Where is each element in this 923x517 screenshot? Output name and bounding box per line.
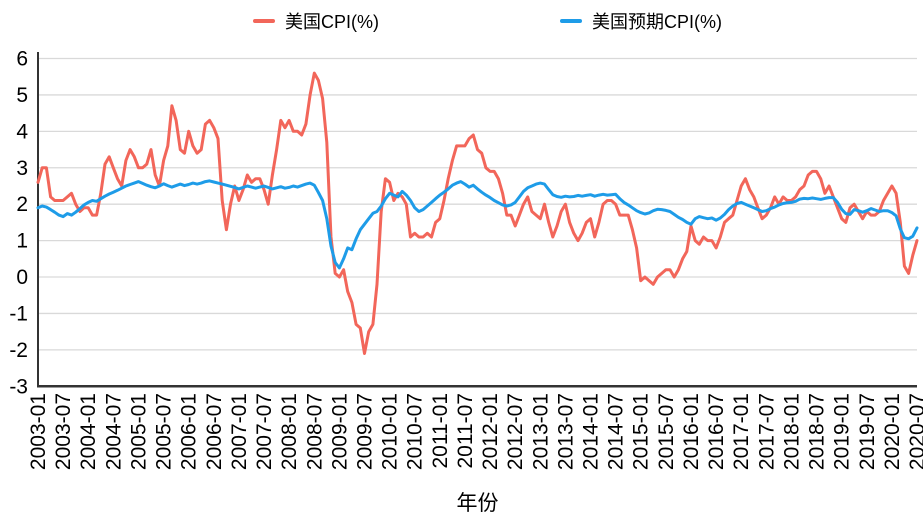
x-tick-label: 2011-01 [429, 393, 452, 469]
x-tick-label: 2004-01 [77, 393, 100, 470]
us-expected-cpi-legend-line-icon [560, 19, 582, 23]
x-tick-label: 2005-01 [127, 393, 150, 470]
x-tick-label: 2016-01 [680, 393, 703, 470]
x-tick-label: 2007-07 [253, 393, 276, 470]
y-tick-label: 5 [16, 84, 28, 107]
y-tick-label: 1 [16, 230, 28, 253]
x-tick-label: 2004-07 [102, 393, 125, 470]
y-tick-label: 0 [16, 266, 28, 289]
series-line-us-expected-cpi [36, 179, 919, 270]
x-tick-label: 2009-07 [353, 393, 376, 470]
legend-item-us-expected-cpi: 美国预期CPI(%) [560, 8, 722, 34]
y-tick-label: -3 [9, 375, 28, 398]
x-tick-label: 2019-01 [831, 393, 854, 470]
x-tick-label: 2012-07 [504, 393, 527, 470]
x-tick-label: 2010-01 [379, 393, 402, 470]
y-tick-label: 2 [16, 193, 28, 216]
x-tick-label: 2017-01 [730, 393, 753, 470]
us-cpi-legend-label: 美国CPI(%) [285, 12, 379, 32]
y-tick-label: 4 [16, 120, 28, 143]
x-tick-label: 2006-07 [203, 393, 226, 470]
us-cpi-legend-line-icon [253, 19, 275, 23]
x-tick-label: 2019-07 [856, 393, 879, 470]
x-tick-label: 2012-01 [479, 393, 502, 470]
x-tick-label: 2020-01 [881, 393, 904, 470]
x-tick-label: 2018-07 [806, 393, 829, 470]
x-tick-label: 2005-07 [153, 393, 176, 470]
y-tick-label: 6 [16, 48, 28, 71]
x-tick-label: 2015-01 [630, 393, 653, 470]
y-tick-label: -2 [9, 339, 28, 362]
x-tick-label: 2013-07 [554, 393, 577, 470]
y-tick-label: -1 [9, 302, 28, 325]
x-tick-label: 2006-01 [178, 393, 201, 470]
x-tick-label: 2008-01 [278, 393, 301, 470]
legend-item-us-cpi: 美国CPI(%) [253, 8, 379, 34]
x-tick-label: 2009-01 [328, 393, 351, 470]
y-tick-label: 3 [16, 157, 28, 180]
x-tick-label: 2010-07 [404, 393, 427, 470]
chart-legend: 美国CPI(%) 美国预期CPI(%) [0, 6, 923, 34]
x-tick-label: 2015-07 [655, 393, 678, 470]
us-expected-cpi-legend-label: 美国预期CPI(%) [592, 12, 722, 32]
x-tick-label: 2016-07 [705, 393, 728, 470]
x-tick-label: 2003-07 [52, 393, 75, 470]
x-tick-label: 2017-07 [755, 393, 778, 470]
x-tick-label: 2007-01 [228, 393, 251, 470]
x-tick-label: 2014-07 [605, 393, 628, 470]
x-axis-title: 年份 [456, 492, 499, 515]
x-tick-label: 2013-01 [529, 393, 552, 470]
x-tick-label: 2018-01 [780, 393, 803, 470]
x-tick-label: 2008-07 [303, 393, 326, 470]
x-tick-label: 2011-07 [454, 393, 477, 469]
x-tick-label: 2003-01 [27, 393, 50, 470]
x-tick-label: 2014-01 [580, 393, 603, 470]
x-tick-label: 2020-07 [906, 393, 923, 470]
series-line-us-cpi [36, 71, 919, 355]
